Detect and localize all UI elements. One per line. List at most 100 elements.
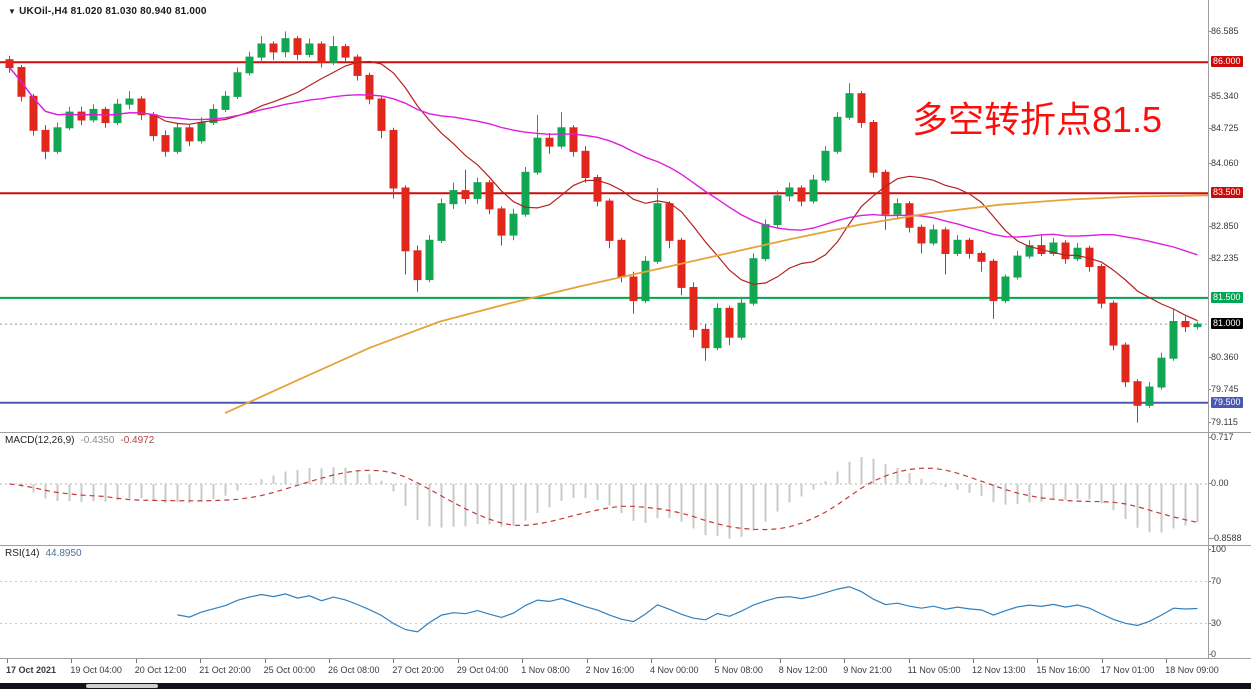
time-tick [393, 659, 395, 663]
price-axis-label: 81.500 [1211, 291, 1243, 303]
rsi-value: 44.8950 [45, 548, 82, 559]
time-tick [200, 659, 202, 663]
time-tick [329, 659, 330, 663]
axis-tick [1208, 226, 1211, 228]
price-chart[interactable] [0, 0, 1208, 432]
annotation-text: 多空转折点81.5 [912, 99, 1163, 140]
axis-tick [1208, 356, 1211, 358]
time-axis-label: 11 Nov 05:00 [907, 665, 961, 675]
axis-tick [1208, 258, 1211, 260]
rsi-axis[interactable]: 100 70 30 0 [1208, 544, 1251, 659]
price-axis-label: 84.725 [1211, 123, 1239, 134]
time-tick [1101, 659, 1103, 663]
axis-tick [1208, 388, 1211, 390]
time-axis[interactable]: 17 Oct 2021 19 Oct 04:00 20 Oct 12:00 21 Oc… [0, 659, 1251, 682]
time-axis-label: 20 Oct 12:00 [134, 665, 187, 675]
axis-tick [1208, 482, 1211, 484]
price-axis-label: 83.500 [1211, 187, 1243, 199]
horizontal-scrollbar-thumb[interactable] [86, 684, 158, 688]
price-axis-label: 82.850 [1211, 221, 1239, 232]
macd-name: MACD(12,26,9) [5, 435, 75, 446]
rsi-name: RSI(14) [5, 548, 40, 559]
axis-tick [1208, 437, 1211, 438]
time-axis-label: 25 Oct 00:00 [263, 665, 316, 675]
axis-tick [1208, 654, 1211, 655]
collapse-arrow-icon[interactable]: ▼ [8, 7, 17, 16]
time-axis-label: 15 Nov 16:00 [1036, 665, 1090, 675]
macd-histogram [20, 457, 1199, 539]
ma-slow-line [224, 194, 1208, 414]
price-axis-label: 82.235 [1211, 253, 1239, 264]
ma-mid-line [8, 67, 1198, 256]
time-axis-label: 18 Nov 09:00 [1165, 665, 1219, 675]
time-tick [844, 659, 846, 663]
price-axis-label: 81.000 [1211, 318, 1243, 330]
price-axis[interactable]: 86.585 86.000 85.340 84.725 84.060 83.500 82.8… [1208, 0, 1251, 432]
axis-divider [1208, 0, 1209, 658]
time-axis-label: 19 Oct 04:00 [70, 665, 122, 675]
macd-panel[interactable] [0, 433, 1208, 545]
ma-fast-line [9, 60, 1198, 322]
time-axis-label: 9 Nov 21:00 [843, 665, 892, 675]
price-axis-label: 79.500 [1211, 396, 1243, 408]
macd-signal-value: -0.4972 [120, 435, 155, 446]
rsi-axis-label: 100 [1211, 544, 1227, 554]
axis-tick [1208, 549, 1211, 550]
time-tick [457, 659, 459, 663]
time-axis-label: 1 Nov 08:00 [521, 665, 570, 675]
rsi-panel[interactable] [0, 546, 1208, 658]
time-tick [7, 659, 8, 663]
price-axis-label: 85.340 [1211, 90, 1239, 101]
macd-axis[interactable]: 0.717 0.00 -0.8588 [1208, 432, 1251, 545]
macd-axis-label: 0.00 [1211, 477, 1229, 488]
time-tick [715, 659, 717, 663]
time-axis-label: 5 Nov 08:00 [714, 665, 763, 675]
time-tick [973, 659, 974, 663]
axis-tick [1208, 580, 1211, 582]
time-axis-label: 21 Oct 20:00 [199, 665, 251, 675]
axis-tick [1208, 95, 1211, 97]
time-tick [1166, 659, 1168, 663]
rsi-axis-label: 70 [1211, 575, 1222, 586]
time-axis-label: 4 Nov 00:00 [650, 665, 699, 675]
price-axis-label: 86.000 [1211, 56, 1243, 68]
time-tick [908, 659, 910, 663]
panel-separator[interactable] [0, 545, 1251, 546]
time-axis-label: 26 Oct 08:00 [328, 665, 380, 675]
rsi-indicator-label: RSI(14) 44.8950 [5, 548, 82, 559]
time-axis-label: 29 Oct 04:00 [456, 665, 509, 675]
time-tick [651, 659, 652, 663]
rsi-axis-label: 30 [1211, 617, 1222, 628]
time-tick [522, 659, 524, 663]
symbol-ohlc-text: UKOil-,H4 81.020 81.030 80.940 81.000 [19, 6, 207, 17]
time-tick [779, 659, 781, 663]
axis-tick [1208, 128, 1211, 130]
price-axis-label: 86.585 [1211, 25, 1239, 36]
symbol-info: ▼ UKOil-,H4 81.020 81.030 80.940 81.000 [8, 6, 207, 17]
macd-axis-label: 0.717 [1211, 432, 1234, 443]
rsi-axis-label: 0 [1211, 649, 1217, 659]
price-axis-label: 84.060 [1211, 157, 1239, 168]
panel-separator[interactable] [0, 432, 1251, 433]
axis-tick [1208, 622, 1211, 624]
time-axis-label: 27 Oct 20:00 [392, 665, 444, 675]
time-tick [71, 659, 73, 663]
price-axis-label: 79.115 [1211, 416, 1238, 427]
time-tick [1037, 659, 1039, 663]
axis-tick [1208, 421, 1211, 423]
time-tick [264, 659, 266, 663]
axis-tick [1208, 30, 1211, 32]
time-axis-label: 17 Nov 01:00 [1100, 665, 1155, 675]
macd-axis-label: -0.8588 [1211, 533, 1242, 544]
panel-separator [0, 658, 1251, 659]
price-axis-label: 79.745 [1211, 383, 1239, 394]
time-axis-label: 17 Oct 2021 [6, 665, 57, 675]
macd-indicator-label: MACD(12,26,9) -0.4350 -0.4972 [5, 435, 154, 446]
axis-tick [1208, 162, 1211, 164]
time-axis-label: 8 Nov 12:00 [778, 665, 828, 675]
time-tick [135, 659, 137, 663]
time-axis-label: 2 Nov 16:00 [585, 665, 635, 675]
macd-main-value: -0.4350 [80, 435, 115, 446]
macd-signal-line [9, 467, 1198, 531]
